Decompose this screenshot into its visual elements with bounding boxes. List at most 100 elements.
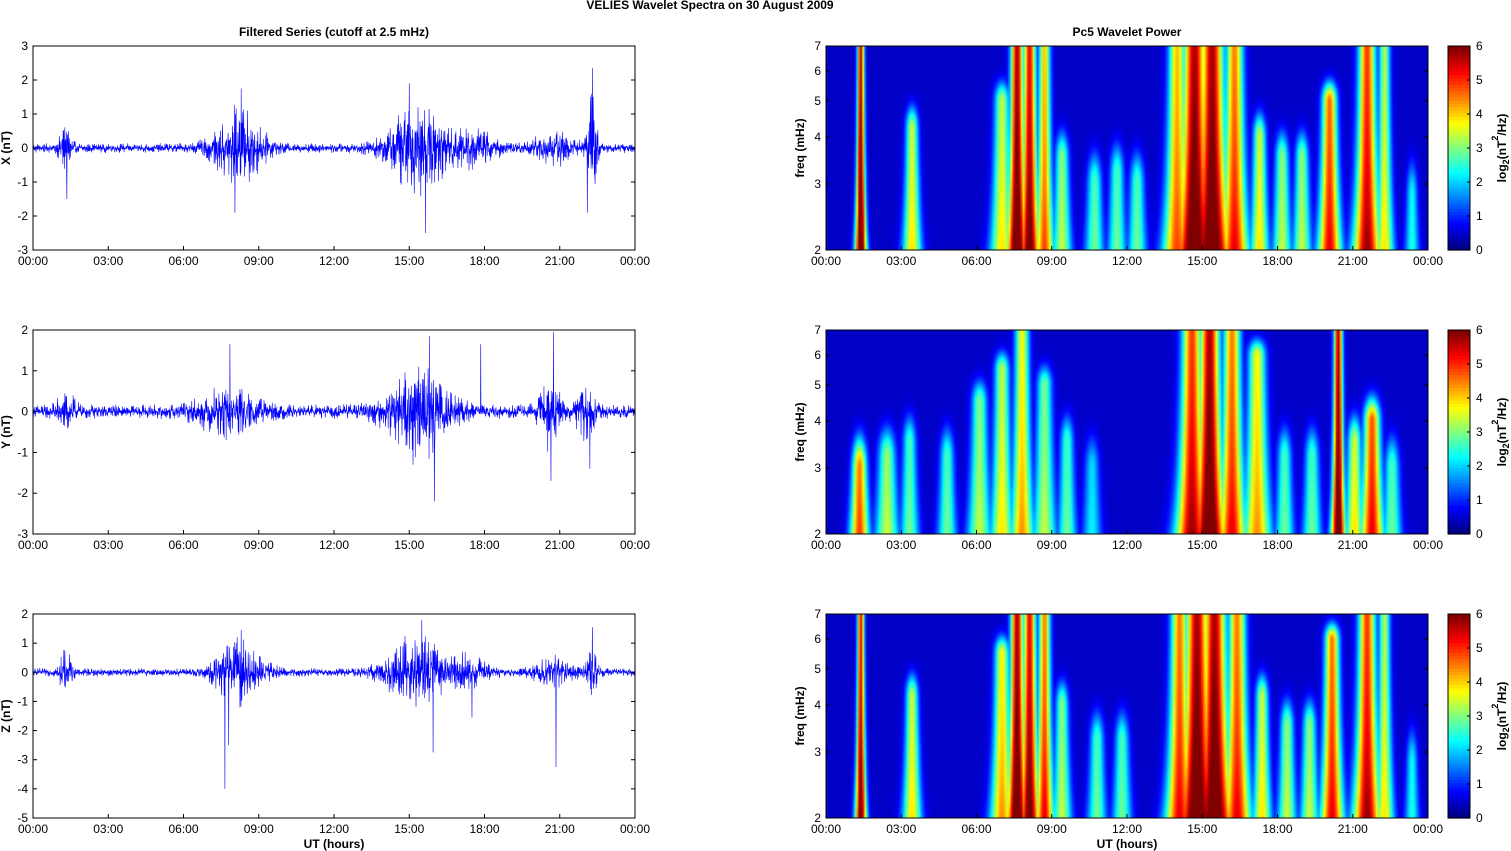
colorbar-swatch: [1448, 473, 1470, 478]
colorbar-swatch: [1448, 495, 1470, 500]
colorbar-swatch: [1448, 687, 1470, 692]
heat-xtick-label: 00:00: [1413, 254, 1443, 268]
colorbar-swatch: [1448, 58, 1470, 63]
colorbar-swatch: [1448, 706, 1470, 711]
colorbar-swatch: [1448, 658, 1470, 663]
ytick-label: -4: [17, 782, 28, 796]
colorbar-swatch: [1448, 170, 1470, 175]
colorbar-tick-label: 1: [1476, 777, 1483, 791]
colorbar-swatch: [1448, 179, 1470, 184]
ytick-label: 0: [21, 665, 28, 679]
colorbar-swatch: [1448, 55, 1470, 60]
colorbar-tick-label: 6: [1476, 323, 1483, 337]
colorbar-tick-label: 6: [1476, 607, 1483, 621]
heatmap-panel-1: 2 3 4 5 6 7 00:00 03:00 06:00 09:00 12:00 15:00 18:0…: [793, 39, 1511, 268]
heat-xtick-label: 09:00: [1037, 538, 1067, 552]
line-panel-2: -3 -2 -1 0 1 2 00:00 03:00 06:00 09:00 12:00 15:00 1…: [0, 323, 650, 552]
line-xtick-label: 12:00: [319, 254, 349, 268]
colorbar-tick-label: 1: [1476, 493, 1483, 507]
heat-xtick-label: 21:00: [1338, 538, 1368, 552]
colorbar-swatch: [1448, 365, 1470, 369]
colorbar-swatch: [1448, 747, 1470, 752]
colorbar-swatch: [1448, 457, 1470, 462]
colorbar: 0 1 2 3 4 5 6 log2(nT2/Hz): [1447, 607, 1511, 825]
colorbar-swatch: [1448, 237, 1470, 242]
colorbar-swatch: [1448, 645, 1470, 650]
colorbar-swatch: [1448, 349, 1470, 353]
colorbar-swatch: [1448, 639, 1470, 644]
line-xtick-label: 09:00: [244, 538, 274, 552]
colorbar-tick-label: 0: [1476, 243, 1483, 257]
line-xtick-label: 09:00: [244, 254, 274, 268]
series-trace: [32, 68, 636, 234]
ytick-label: -2: [17, 209, 28, 223]
colorbar-tick-label: 5: [1476, 73, 1483, 87]
colorbar-swatch: [1448, 138, 1470, 143]
colorbar-swatch: [1448, 77, 1470, 82]
colorbar-swatch: [1448, 492, 1470, 497]
colorbar-swatch: [1448, 511, 1470, 516]
colorbar-swatch: [1448, 116, 1470, 120]
colorbar-swatch: [1448, 757, 1470, 762]
ytick-label: -1: [17, 175, 28, 189]
colorbar-swatch: [1448, 412, 1470, 417]
y-axis-label: freq (mHz): [793, 402, 807, 461]
heat-xtick-label: 09:00: [1037, 822, 1067, 836]
colorbar-swatch: [1448, 798, 1470, 803]
line-xtick-label: 03:00: [93, 822, 123, 836]
heat-xtick-label: 03:00: [886, 254, 916, 268]
heat-xtick-label: 12:00: [1112, 822, 1142, 836]
colorbar-swatch: [1448, 527, 1470, 532]
ytick-label: 2: [21, 73, 28, 87]
colorbar-swatch: [1448, 441, 1470, 446]
colorbar-swatch: [1448, 109, 1470, 114]
colorbar-swatch: [1448, 671, 1470, 676]
colorbar-swatch: [1448, 428, 1470, 433]
colorbar-tick-label: 6: [1476, 39, 1483, 53]
colorbar-swatch: [1448, 703, 1470, 708]
colorbar-swatch: [1448, 792, 1470, 797]
colorbar-tick-label: 2: [1476, 175, 1483, 189]
colorbar-swatch: [1448, 396, 1470, 401]
right-column-title: Pc5 Wavelet Power: [1073, 25, 1182, 39]
heat-xtick-label: 00:00: [811, 538, 841, 552]
line-xtick-label: 03:00: [93, 538, 123, 552]
colorbar-swatch: [1448, 655, 1470, 660]
colorbar-swatch: [1448, 358, 1470, 363]
colorbar-swatch: [1448, 119, 1470, 124]
colorbar-swatch: [1448, 814, 1470, 819]
colorbar-swatch: [1448, 243, 1470, 248]
colorbar-label: log2(nT2/Hz): [1490, 114, 1511, 183]
colorbar-swatch: [1448, 384, 1470, 388]
colorbar-swatch: [1448, 419, 1470, 424]
y-axis-label: Z (nT): [0, 699, 13, 732]
line-xtick-label: 00:00: [620, 822, 650, 836]
plot-area: [33, 330, 635, 534]
plot-area: [33, 614, 635, 818]
line-panel-1: -3 -2 -1 0 1 2 3 00:00 03:00 06:00 09:00 12:00 15:00…: [0, 39, 650, 268]
line-xtick-label: 03:00: [93, 254, 123, 268]
colorbar-swatch: [1448, 160, 1470, 165]
colorbar-swatch: [1448, 49, 1470, 53]
colorbar-tick-label: 0: [1476, 811, 1483, 825]
line-xtick-label: 18:00: [469, 254, 499, 268]
colorbar-tick-label: 5: [1476, 357, 1483, 371]
colorbar-swatch: [1448, 377, 1470, 382]
colorbar-swatch: [1448, 633, 1470, 637]
ytick-label: -3: [17, 753, 28, 767]
left-column-title: Filtered Series (cutoff at 2.5 mHz): [239, 25, 429, 39]
colorbar-swatch: [1448, 218, 1470, 222]
ytick-label: -1: [17, 694, 28, 708]
colorbar-swatch: [1448, 361, 1470, 366]
colorbar-swatch: [1448, 374, 1470, 379]
colorbar-swatch: [1448, 696, 1470, 701]
colorbar-swatch: [1448, 489, 1470, 494]
colorbar-swatch: [1448, 336, 1470, 341]
colorbar-swatch: [1448, 479, 1470, 484]
line-xtick-label: 18:00: [469, 822, 499, 836]
colorbar-swatch: [1448, 795, 1470, 800]
colorbar-swatch: [1448, 144, 1470, 149]
colorbar-swatch: [1448, 416, 1470, 420]
y-axis-label: Y (nT): [0, 415, 13, 449]
colorbar-swatch: [1448, 530, 1470, 535]
